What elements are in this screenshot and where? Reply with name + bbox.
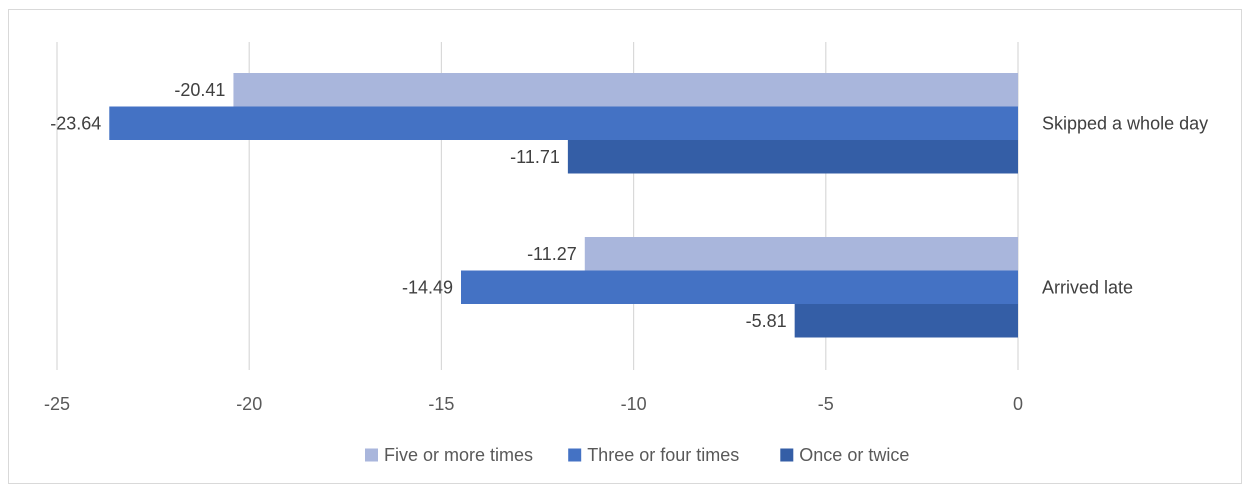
bar xyxy=(567,140,1018,174)
x-tick-label: -25 xyxy=(44,394,70,414)
legend-swatch xyxy=(780,448,794,462)
bar xyxy=(461,270,1018,304)
legend-swatch xyxy=(568,448,582,462)
category-label: Skipped a whole day xyxy=(1042,113,1208,133)
data-label: -11.27 xyxy=(527,244,577,264)
x-tick-label: -10 xyxy=(621,394,647,414)
legend-swatch xyxy=(365,448,378,462)
x-tick-label: -15 xyxy=(428,394,454,414)
data-label: -11.71 xyxy=(510,147,560,167)
data-label: -5.81 xyxy=(746,311,787,331)
data-label: -23.64 xyxy=(50,113,101,133)
legend-label: Once or twice xyxy=(799,445,909,465)
category-label: Arrived late xyxy=(1042,277,1133,297)
x-tick-label: -20 xyxy=(236,394,262,414)
bar xyxy=(233,73,1019,107)
legend-label: Five or more times xyxy=(384,445,533,465)
bar xyxy=(794,304,1018,338)
data-label: -20.41 xyxy=(174,80,225,100)
bar xyxy=(109,106,1019,140)
x-tick-label: 0 xyxy=(1013,394,1023,414)
x-tick-label: -5 xyxy=(818,394,834,414)
bar xyxy=(584,237,1018,271)
legend-label: Three or four times xyxy=(587,445,739,465)
data-label: -14.49 xyxy=(402,277,453,297)
